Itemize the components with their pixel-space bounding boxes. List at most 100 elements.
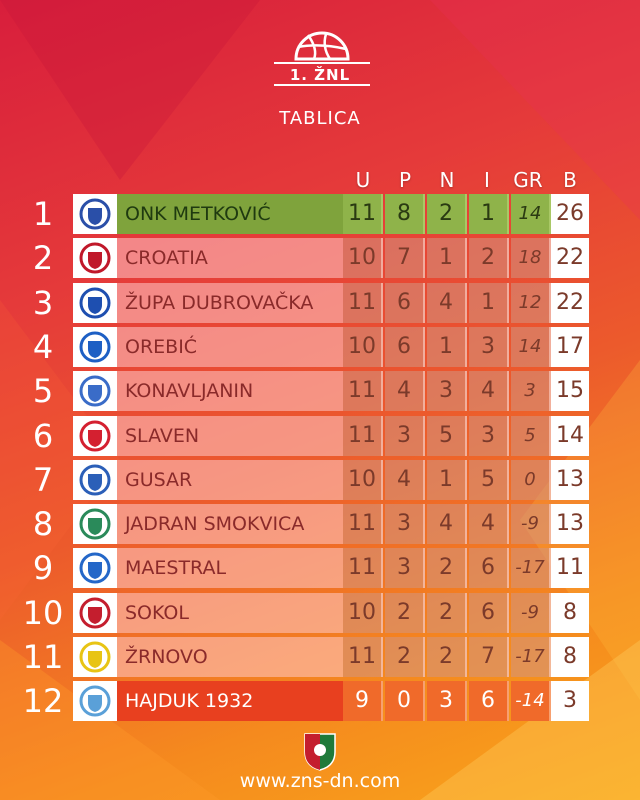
stat-gr: -17 xyxy=(511,637,551,677)
stat-i: 6 xyxy=(469,592,509,633)
stat-n: 1 xyxy=(427,459,467,500)
stat-p: 4 xyxy=(385,459,425,500)
footer-url[interactable]: www.zns-dn.com xyxy=(239,770,401,792)
page-title: TABLICA xyxy=(279,108,361,129)
stat-b: 13 xyxy=(551,504,589,545)
stat-i: 3 xyxy=(469,326,509,367)
team-name: ŽRNOVO xyxy=(125,646,208,668)
stat-u: 11 xyxy=(343,504,383,545)
col-header-i: I xyxy=(484,168,490,192)
col-header-b: B xyxy=(563,168,577,192)
team-crest-icon xyxy=(79,375,111,407)
stat-p: 6 xyxy=(385,282,425,323)
team-name: KONAVLJANIN xyxy=(125,380,254,403)
stat-n: 1 xyxy=(427,326,467,367)
rank-number: 10 xyxy=(22,593,64,632)
team-name: HAJDUK 1932 xyxy=(125,690,254,713)
team-name: JADRAN SMOKVICA xyxy=(125,513,305,536)
stat-p: 7 xyxy=(385,238,425,279)
stat-i: 2 xyxy=(469,238,509,279)
stat-n: 1 xyxy=(427,238,467,279)
team-name-cell: GUSAR xyxy=(117,459,343,500)
stat-n: 4 xyxy=(427,504,467,545)
team-crest-icon xyxy=(79,331,111,363)
team-name: SLAVEN xyxy=(125,424,200,447)
stat-n: 2 xyxy=(427,592,467,633)
team-crest-icon xyxy=(79,242,111,274)
team-crest xyxy=(73,238,117,279)
stat-p: 8 xyxy=(385,194,425,234)
stat-gr: -14 xyxy=(511,681,551,722)
stat-n: 5 xyxy=(427,415,467,456)
stat-gr: -9 xyxy=(511,504,551,545)
team-name-cell: CROATIA xyxy=(117,238,343,279)
table-row: 5 KONAVLJANIN 11 4 3 4 3 15 xyxy=(0,371,640,412)
stat-p: 0 xyxy=(385,681,425,722)
stat-u: 11 xyxy=(343,548,383,589)
stat-u: 10 xyxy=(343,459,383,500)
team-crest xyxy=(73,326,117,367)
team-name: GUSAR xyxy=(125,468,193,491)
team-name-cell: SOKOL xyxy=(117,592,343,633)
rank-number: 11 xyxy=(22,638,64,676)
table-row: 3 ŽUPA DUBROVAČKA 11 6 4 1 12 22 xyxy=(0,282,640,323)
rank-number: 8 xyxy=(32,505,54,544)
stat-u: 11 xyxy=(343,371,383,412)
table-row: 10 SOKOL 10 2 2 6 -9 8 xyxy=(0,592,640,633)
stat-i: 4 xyxy=(469,371,509,412)
stat-b: 8 xyxy=(551,637,589,677)
stat-b: 11 xyxy=(551,548,589,589)
team-crest xyxy=(73,637,117,677)
team-name: ONK METKOVIĆ xyxy=(125,203,271,225)
stat-i: 6 xyxy=(469,548,509,589)
team-crest-icon xyxy=(79,464,111,496)
team-name-cell: MAESTRAL xyxy=(117,548,343,589)
col-header-p: P xyxy=(398,168,412,192)
team-crest xyxy=(73,282,117,323)
stat-p: 3 xyxy=(385,504,425,545)
rank-number: 2 xyxy=(32,239,54,278)
team-crest xyxy=(73,681,117,722)
stat-gr: 3 xyxy=(511,371,551,412)
team-name: OREBIĆ xyxy=(125,335,198,358)
association-logo-icon xyxy=(304,733,336,771)
stat-n: 4 xyxy=(427,282,467,323)
table-row: 4 OREBIĆ 10 6 1 3 14 17 xyxy=(0,326,640,367)
col-header-u: U xyxy=(355,168,371,192)
stat-n: 2 xyxy=(427,194,467,234)
stat-b: 13 xyxy=(551,459,589,500)
table-row: 7 GUSAR 10 4 1 5 0 13 xyxy=(0,459,640,500)
stat-p: 6 xyxy=(385,326,425,367)
stat-n: 2 xyxy=(427,548,467,589)
stat-b: 22 xyxy=(551,282,589,323)
team-name-cell: SLAVEN xyxy=(117,415,343,456)
league-name: 1. ŽNL xyxy=(289,66,351,84)
stat-u: 11 xyxy=(343,194,383,234)
team-crest-icon xyxy=(79,597,111,629)
volleyball-icon xyxy=(274,31,370,86)
team-crest xyxy=(73,504,117,545)
rank-number: 3 xyxy=(32,283,54,322)
team-crest xyxy=(73,194,117,234)
stat-p: 2 xyxy=(385,592,425,633)
team-crest-icon xyxy=(79,198,111,230)
stat-b: 8 xyxy=(551,592,589,633)
stat-i: 4 xyxy=(469,504,509,545)
team-name: MAESTRAL xyxy=(125,557,227,580)
stat-u: 10 xyxy=(343,238,383,279)
stat-gr: 12 xyxy=(511,282,551,323)
rank-number: 7 xyxy=(32,460,54,499)
stat-gr: -17 xyxy=(511,548,551,589)
stat-gr: 18 xyxy=(511,238,551,279)
team-crest-icon xyxy=(79,685,111,717)
stat-p: 3 xyxy=(385,415,425,456)
team-name-cell: ONK METKOVIĆ xyxy=(117,194,343,234)
team-crest xyxy=(73,415,117,456)
table-row: 2 CROATIA 10 7 1 2 18 22 xyxy=(0,238,640,279)
col-header-gr: GR xyxy=(513,168,543,192)
stat-u: 10 xyxy=(343,326,383,367)
stat-gr: 14 xyxy=(511,194,551,234)
stat-b: 17 xyxy=(551,326,589,367)
stat-i: 3 xyxy=(469,415,509,456)
team-crest-icon xyxy=(79,641,111,673)
